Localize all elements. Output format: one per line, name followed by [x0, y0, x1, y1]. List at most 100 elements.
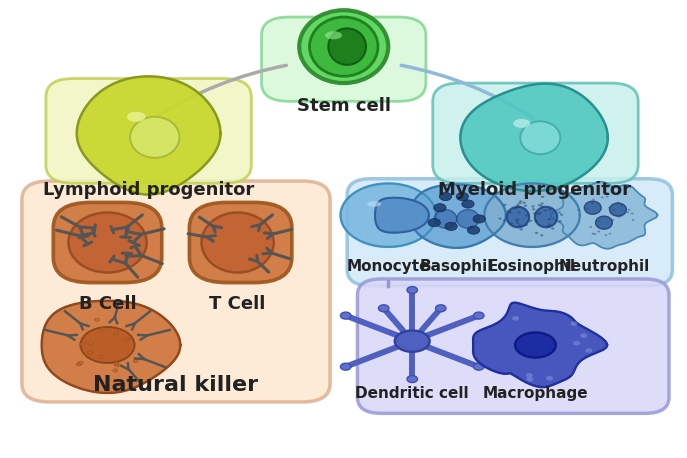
Ellipse shape [94, 318, 100, 322]
FancyBboxPatch shape [357, 279, 668, 414]
Text: T Cell: T Cell [210, 295, 266, 313]
Ellipse shape [525, 214, 528, 217]
Ellipse shape [367, 202, 381, 207]
Polygon shape [550, 182, 657, 249]
Ellipse shape [608, 233, 611, 235]
FancyBboxPatch shape [190, 202, 292, 283]
Ellipse shape [543, 210, 547, 212]
Ellipse shape [124, 338, 129, 341]
Ellipse shape [522, 202, 526, 204]
Ellipse shape [534, 220, 538, 222]
FancyBboxPatch shape [432, 83, 638, 184]
Ellipse shape [434, 210, 456, 229]
Polygon shape [473, 303, 607, 387]
Ellipse shape [559, 214, 563, 216]
Ellipse shape [503, 219, 506, 222]
Text: B Cell: B Cell [78, 295, 136, 313]
Ellipse shape [620, 205, 622, 207]
Ellipse shape [101, 327, 106, 331]
Ellipse shape [515, 333, 555, 358]
Ellipse shape [617, 216, 620, 218]
Ellipse shape [473, 312, 484, 319]
Ellipse shape [517, 224, 521, 227]
Text: Natural killer: Natural killer [93, 375, 258, 395]
Ellipse shape [630, 213, 633, 214]
Ellipse shape [428, 219, 440, 227]
Ellipse shape [78, 361, 83, 365]
Ellipse shape [378, 305, 389, 312]
Ellipse shape [68, 213, 146, 273]
Ellipse shape [510, 223, 513, 224]
Polygon shape [484, 184, 579, 247]
Ellipse shape [580, 333, 587, 338]
Text: Neutrophil: Neutrophil [558, 259, 649, 273]
Ellipse shape [506, 207, 529, 228]
Ellipse shape [439, 192, 451, 201]
Ellipse shape [80, 327, 135, 363]
Ellipse shape [597, 220, 600, 222]
Ellipse shape [508, 212, 512, 214]
Ellipse shape [548, 224, 551, 226]
Ellipse shape [456, 192, 468, 201]
Text: Stem cell: Stem cell [297, 97, 390, 115]
Polygon shape [77, 76, 221, 195]
Ellipse shape [541, 196, 544, 198]
Ellipse shape [524, 194, 528, 196]
Ellipse shape [100, 355, 104, 359]
Ellipse shape [517, 212, 521, 214]
Ellipse shape [607, 207, 611, 209]
Polygon shape [460, 84, 607, 191]
Ellipse shape [540, 205, 543, 207]
FancyBboxPatch shape [22, 181, 330, 402]
Ellipse shape [498, 218, 502, 220]
Ellipse shape [532, 213, 536, 215]
Ellipse shape [130, 117, 179, 158]
Ellipse shape [592, 199, 594, 201]
Ellipse shape [113, 332, 118, 335]
Ellipse shape [516, 206, 519, 208]
Ellipse shape [407, 376, 417, 382]
Ellipse shape [76, 363, 81, 366]
Ellipse shape [133, 360, 138, 363]
Polygon shape [374, 198, 429, 233]
Ellipse shape [435, 305, 446, 312]
Ellipse shape [616, 202, 619, 204]
Ellipse shape [325, 32, 342, 40]
Ellipse shape [115, 364, 120, 367]
Ellipse shape [340, 363, 350, 370]
Ellipse shape [584, 202, 600, 214]
Polygon shape [42, 301, 180, 393]
Ellipse shape [87, 351, 92, 354]
Ellipse shape [619, 215, 622, 217]
FancyBboxPatch shape [54, 202, 161, 283]
Ellipse shape [467, 226, 480, 234]
Ellipse shape [519, 201, 522, 203]
Ellipse shape [201, 213, 273, 273]
Ellipse shape [605, 196, 608, 197]
Ellipse shape [558, 220, 561, 223]
Ellipse shape [113, 369, 117, 372]
Ellipse shape [551, 228, 554, 230]
Ellipse shape [473, 363, 484, 370]
Ellipse shape [524, 224, 528, 226]
FancyBboxPatch shape [46, 79, 251, 184]
Ellipse shape [545, 376, 552, 381]
Ellipse shape [456, 210, 479, 229]
FancyBboxPatch shape [347, 179, 672, 286]
Ellipse shape [299, 11, 388, 83]
Ellipse shape [540, 202, 543, 205]
Ellipse shape [394, 331, 429, 352]
Text: Basophil: Basophil [420, 259, 493, 273]
Ellipse shape [548, 208, 551, 211]
Ellipse shape [526, 373, 532, 378]
Polygon shape [410, 185, 506, 248]
Ellipse shape [519, 229, 523, 231]
Ellipse shape [536, 213, 539, 215]
Ellipse shape [538, 212, 541, 214]
Ellipse shape [328, 29, 365, 65]
Ellipse shape [515, 222, 519, 224]
Ellipse shape [548, 218, 550, 220]
Ellipse shape [127, 112, 146, 122]
Ellipse shape [528, 220, 532, 222]
Ellipse shape [585, 348, 592, 353]
